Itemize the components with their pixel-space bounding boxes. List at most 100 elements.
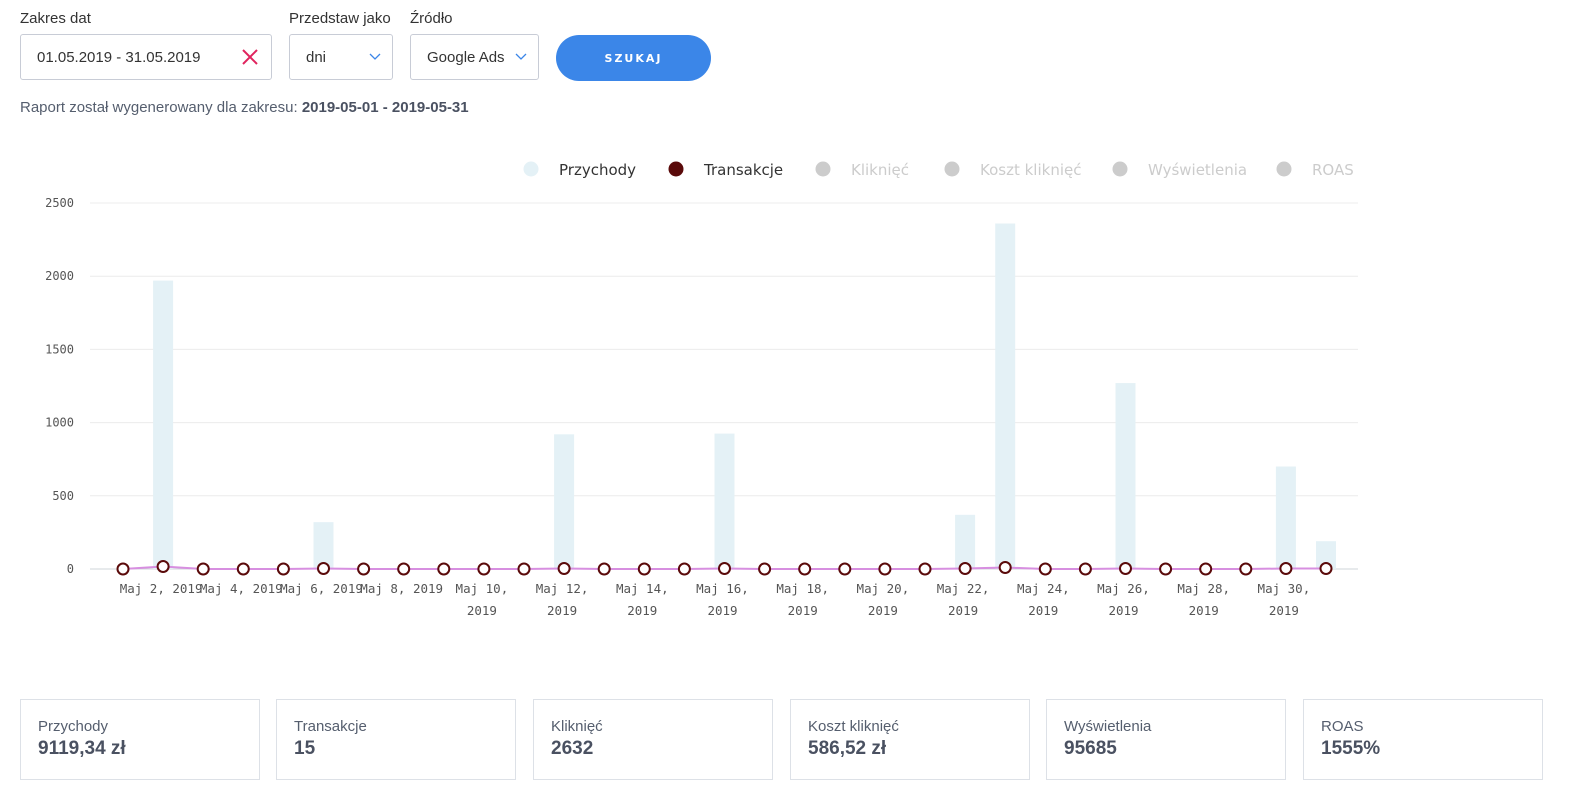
transactions-point[interactable] <box>357 562 371 576</box>
clear-icon[interactable] <box>241 48 259 66</box>
revenue-bar[interactable] <box>1275 466 1296 569</box>
legend-item[interactable]: Wyświetlenia <box>1148 161 1247 179</box>
report-start-date: 2019-05-01 <box>301 99 379 116</box>
x-tick-label: Maj 26, 2019 <box>1097 581 1150 618</box>
x-tick-label: Maj 6, 2019 <box>280 581 363 596</box>
transactions-point[interactable] <box>1199 562 1213 576</box>
revenue-bar[interactable] <box>714 433 735 569</box>
summary-value: 15 <box>294 738 316 759</box>
summary-label: ROAS <box>1321 718 1364 735</box>
summary-label: Transakcje <box>294 718 367 735</box>
x-tick-label: Maj 2, 2019 <box>120 581 203 596</box>
transactions-point[interactable] <box>1119 562 1132 575</box>
x-tick-label: Maj 28, 2019 <box>1177 581 1230 618</box>
y-tick-label: 2500 <box>45 196 74 210</box>
transactions-point[interactable] <box>236 562 250 576</box>
summary-card: Wyświetlenia 95685 <box>1046 699 1286 780</box>
transactions-point[interactable] <box>156 560 170 573</box>
revenue-bar[interactable] <box>995 223 1016 569</box>
legend-marker <box>815 161 831 177</box>
summary-value: 95685 <box>1064 738 1117 759</box>
legend-marker <box>1276 161 1292 177</box>
transactions-point[interactable] <box>1159 562 1173 576</box>
transactions-point[interactable] <box>958 562 972 575</box>
transactions-point[interactable] <box>517 562 531 576</box>
summary-card: Transakcje 15 <box>276 699 516 780</box>
transactions-point[interactable] <box>1319 562 1333 575</box>
y-tick-label: 0 <box>67 562 74 576</box>
transactions-point[interactable] <box>998 561 1012 574</box>
date-range-input[interactable]: 01.05.2019 - 31.05.2019 <box>20 34 272 80</box>
legend-marker <box>1112 161 1128 177</box>
transactions-point[interactable] <box>276 562 290 576</box>
transactions-point[interactable] <box>437 562 451 576</box>
transactions-point[interactable] <box>758 562 772 576</box>
transactions-point[interactable] <box>1239 562 1253 576</box>
report-end-date: 2019-05-31 <box>391 99 469 116</box>
legend-marker <box>944 161 960 177</box>
chevron-down-icon <box>369 53 381 60</box>
legend-item[interactable]: ROAS <box>1312 161 1354 179</box>
revenue-bar[interactable] <box>313 522 334 569</box>
y-tick-label: 500 <box>52 489 74 503</box>
y-tick-label: 1500 <box>45 342 74 356</box>
x-tick-label: Maj 8, 2019 <box>360 581 443 596</box>
summary-value: 1555% <box>1321 738 1381 759</box>
x-tick-label: Maj 24, 2019 <box>1017 581 1070 618</box>
summary-card: ROAS 1555% <box>1303 699 1543 780</box>
revenue-bar[interactable] <box>554 434 575 569</box>
summary-label: Kliknięć <box>551 718 603 735</box>
transactions-point[interactable] <box>397 562 411 576</box>
legend-item[interactable]: Kliknięć <box>851 161 909 179</box>
source-label: Źródło <box>410 10 453 27</box>
summary-value: 2632 <box>551 738 594 759</box>
search-button[interactable]: SZUKAJ <box>556 35 711 81</box>
source-value: Google Ads <box>427 48 505 66</box>
transactions-point[interactable] <box>637 562 651 576</box>
transactions-point[interactable] <box>557 562 571 575</box>
transactions-point[interactable] <box>1078 562 1092 576</box>
summary-card: Przychody 9119,34 zł <box>20 699 260 780</box>
summary-label: Wyświetlenia <box>1064 718 1152 735</box>
summary-value: 586,52 zł <box>808 738 887 759</box>
legend-item[interactable]: Koszt kliknięć <box>980 161 1081 179</box>
report-separator: - <box>378 99 392 116</box>
transactions-point[interactable] <box>918 562 932 576</box>
legend-item[interactable]: Przychody <box>559 161 636 179</box>
transactions-point[interactable] <box>477 562 491 576</box>
revenue-bar[interactable] <box>153 280 174 569</box>
x-tick-label: Maj 22, 2019 <box>937 581 990 618</box>
transactions-point[interactable] <box>838 562 852 576</box>
transactions-point[interactable] <box>1279 562 1293 575</box>
transactions-point[interactable] <box>196 562 210 576</box>
date-range-value: 01.05.2019 - 31.05.2019 <box>37 48 201 66</box>
revenue-bar[interactable] <box>1316 541 1336 569</box>
x-tick-label: Maj 16, 2019 <box>696 581 749 618</box>
present-as-select[interactable]: dni <box>289 34 393 80</box>
legend-marker <box>523 161 539 177</box>
transactions-point[interactable] <box>1038 562 1052 576</box>
present-as-value: dni <box>306 48 327 66</box>
transactions-point[interactable] <box>116 562 130 576</box>
report-range-text: Raport został wygenerowany dla zakresu: … <box>20 99 469 116</box>
legend-item[interactable]: Transakcje <box>703 161 783 179</box>
summary-card: Kliknięć 2632 <box>533 699 773 780</box>
summary-card: Koszt kliknięć 586,52 zł <box>790 699 1030 780</box>
x-tick-label: Maj 30, 2019 <box>1258 581 1311 618</box>
report-prefix: Raport został wygenerowany dla zakresu: <box>20 99 302 116</box>
summary-label: Koszt kliknięć <box>808 718 899 735</box>
revenue-bar[interactable] <box>955 514 976 569</box>
x-tick-label: Maj 18, 2019 <box>776 581 829 618</box>
source-select[interactable]: Google Ads <box>410 34 539 80</box>
summary-value: 9119,34 zł <box>38 738 126 759</box>
present-as-label: Przedstaw jako <box>289 10 391 27</box>
transactions-point[interactable] <box>878 562 892 576</box>
transactions-point[interactable] <box>798 562 812 576</box>
revenue-bar[interactable] <box>1115 383 1136 569</box>
transactions-point[interactable] <box>718 562 731 575</box>
transactions-point[interactable] <box>597 562 611 576</box>
transactions-point[interactable] <box>317 562 330 575</box>
x-tick-label: Maj 12, 2019 <box>536 581 589 618</box>
transactions-point[interactable] <box>677 562 691 576</box>
